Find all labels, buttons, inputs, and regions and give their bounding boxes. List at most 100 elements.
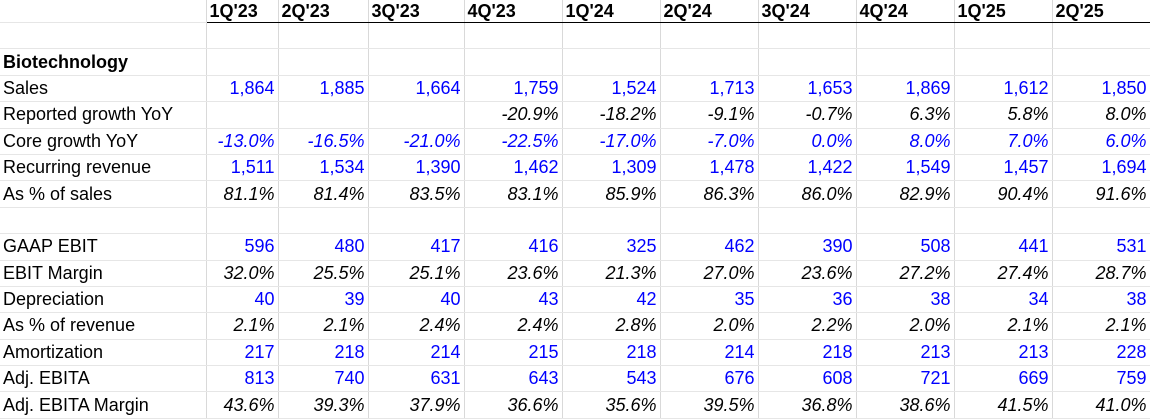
data-cell[interactable]: -20.9%	[464, 101, 563, 129]
data-cell[interactable]: 0.0%	[758, 128, 857, 155]
empty-cell[interactable]	[1052, 207, 1150, 235]
data-cell[interactable]: 25.5%	[278, 260, 369, 287]
row-label[interactable]: GAAP EBIT	[0, 233, 207, 261]
data-cell[interactable]: -21.0%	[368, 128, 465, 155]
data-cell[interactable]: 36	[758, 286, 857, 314]
data-cell[interactable]: 1,612	[954, 75, 1053, 103]
data-cell[interactable]: -0.7%	[758, 101, 857, 129]
data-cell[interactable]: 2.1%	[954, 312, 1053, 340]
data-cell[interactable]: 325	[562, 233, 661, 261]
row-label[interactable]: Depreciation	[0, 286, 207, 314]
data-cell[interactable]: 83.1%	[464, 180, 563, 208]
data-cell[interactable]: 1,462	[464, 154, 563, 182]
data-cell[interactable]: 1,511	[206, 154, 279, 182]
data-cell[interactable]: 1,457	[954, 154, 1053, 182]
column-header[interactable]: 1Q'25	[954, 0, 1053, 23]
data-cell[interactable]: 2.0%	[856, 312, 955, 340]
data-cell[interactable]: 43.6%	[206, 391, 279, 419]
data-cell[interactable]: 81.4%	[278, 180, 369, 208]
data-cell[interactable]: 462	[660, 233, 759, 261]
data-cell[interactable]: 721	[856, 365, 955, 393]
empty-cell[interactable]	[464, 48, 563, 76]
data-cell[interactable]: 23.6%	[464, 260, 563, 287]
column-header[interactable]: 2Q'25	[1052, 0, 1150, 23]
data-cell[interactable]: 1,478	[660, 154, 759, 182]
row-label[interactable]: EBIT Margin	[0, 260, 207, 287]
data-cell[interactable]: 35.6%	[562, 391, 661, 419]
data-cell[interactable]: 36.8%	[758, 391, 857, 419]
data-cell[interactable]: 2.0%	[660, 312, 759, 340]
column-header[interactable]: 1Q'24	[562, 0, 661, 23]
data-cell[interactable]: 38	[856, 286, 955, 314]
data-cell[interactable]: 40	[368, 286, 465, 314]
row-label[interactable]: Recurring revenue	[0, 154, 207, 182]
data-cell[interactable]: 531	[1052, 233, 1150, 261]
data-cell[interactable]: 2.2%	[758, 312, 857, 340]
data-cell[interactable]: 1,653	[758, 75, 857, 103]
data-cell[interactable]: -7.0%	[660, 128, 759, 155]
empty-cell[interactable]	[278, 207, 369, 235]
data-cell[interactable]: 27.0%	[660, 260, 759, 287]
data-cell[interactable]: 37.9%	[368, 391, 465, 419]
data-cell[interactable]: 91.6%	[1052, 180, 1150, 208]
data-cell[interactable]: 1,549	[856, 154, 955, 182]
data-cell[interactable]: 218	[562, 339, 661, 367]
data-cell[interactable]: -9.1%	[660, 101, 759, 129]
column-header[interactable]: 4Q'24	[856, 0, 955, 23]
data-cell[interactable]: 86.3%	[660, 180, 759, 208]
data-cell[interactable]: 543	[562, 365, 661, 393]
data-cell[interactable]: 1,694	[1052, 154, 1150, 182]
data-cell[interactable]: 38.6%	[856, 391, 955, 419]
data-cell[interactable]	[368, 101, 465, 129]
data-cell[interactable]: 34	[954, 286, 1053, 314]
data-cell[interactable]: 217	[206, 339, 279, 367]
data-cell[interactable]: 1,664	[368, 75, 465, 103]
empty-cell[interactable]	[1052, 48, 1150, 76]
empty-cell[interactable]	[758, 207, 857, 235]
data-cell[interactable]: 1,524	[562, 75, 661, 103]
data-cell[interactable]: 6.0%	[1052, 128, 1150, 155]
empty-cell[interactable]	[562, 207, 661, 235]
empty-cell[interactable]	[464, 207, 563, 235]
data-cell[interactable]: 608	[758, 365, 857, 393]
data-cell[interactable]: 25.1%	[368, 260, 465, 287]
data-cell[interactable]: 36.6%	[464, 391, 563, 419]
data-cell[interactable]: 813	[206, 365, 279, 393]
data-cell[interactable]: 90.4%	[954, 180, 1053, 208]
data-cell[interactable]: 1,309	[562, 154, 661, 182]
data-cell[interactable]: 1,869	[856, 75, 955, 103]
row-label[interactable]: Adj. EBITA	[0, 365, 207, 393]
row-label[interactable]: As % of sales	[0, 180, 207, 208]
empty-cell[interactable]	[758, 48, 857, 76]
data-cell[interactable]: 508	[856, 233, 955, 261]
data-cell[interactable]: 416	[464, 233, 563, 261]
empty-cell[interactable]	[0, 22, 207, 50]
data-cell[interactable]: 214	[368, 339, 465, 367]
data-cell[interactable]: 27.4%	[954, 260, 1053, 287]
data-cell[interactable]: 39.3%	[278, 391, 369, 419]
data-cell[interactable]: 81.1%	[206, 180, 279, 208]
data-cell[interactable]: 86.0%	[758, 180, 857, 208]
data-cell[interactable]: 631	[368, 365, 465, 393]
data-cell[interactable]: 2.4%	[368, 312, 465, 340]
empty-cell[interactable]	[464, 22, 563, 50]
empty-cell[interactable]	[368, 22, 465, 50]
data-cell[interactable]: 2.1%	[278, 312, 369, 340]
data-cell[interactable]	[278, 101, 369, 129]
row-label[interactable]: Sales	[0, 75, 207, 103]
data-cell[interactable]: 38	[1052, 286, 1150, 314]
data-cell[interactable]: 1,390	[368, 154, 465, 182]
empty-cell[interactable]	[856, 207, 955, 235]
empty-cell[interactable]	[206, 22, 279, 50]
data-cell[interactable]: 228	[1052, 339, 1150, 367]
header-corner-cell[interactable]	[0, 0, 207, 23]
data-cell[interactable]: -16.5%	[278, 128, 369, 155]
empty-cell[interactable]	[954, 207, 1053, 235]
data-cell[interactable]: 6.3%	[856, 101, 955, 129]
empty-cell[interactable]	[660, 22, 759, 50]
data-cell[interactable]: 21.3%	[562, 260, 661, 287]
column-header[interactable]: 4Q'23	[464, 0, 563, 23]
data-cell[interactable]: 214	[660, 339, 759, 367]
data-cell[interactable]: -22.5%	[464, 128, 563, 155]
data-cell[interactable]: 1,759	[464, 75, 563, 103]
